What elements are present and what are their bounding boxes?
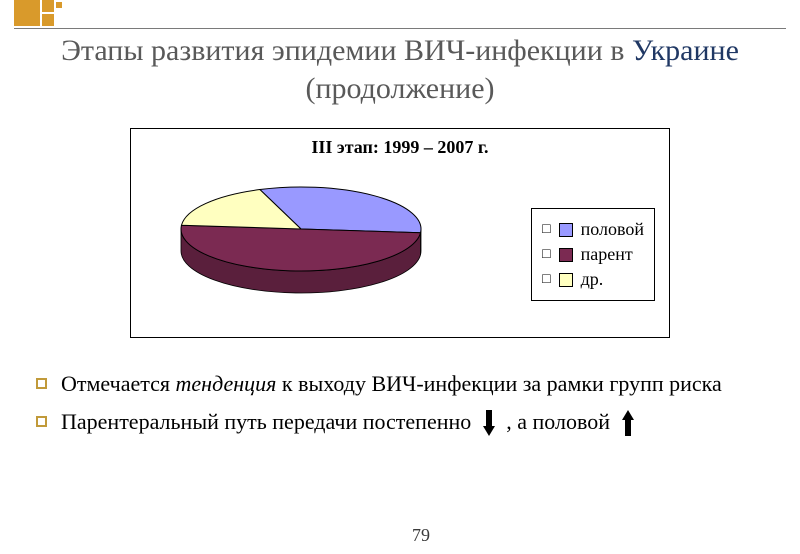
arrow-down-icon	[481, 408, 497, 438]
deco-square	[42, 0, 54, 12]
legend-bullet-icon: □	[542, 222, 550, 238]
bullet-list: Отмечается тенденция к выходу ВИЧ-инфекц…	[36, 370, 764, 448]
slide-title: Этапы развития эпидемии ВИЧ-инфекции в У…	[0, 32, 800, 107]
legend-item: □ половой	[542, 217, 644, 242]
page-number: 79	[412, 525, 430, 546]
legend-bullet-icon: □	[542, 247, 550, 263]
legend-label: др.	[581, 269, 604, 290]
pie-chart	[151, 169, 451, 309]
legend-label: парент	[581, 244, 633, 265]
legend-swatch	[559, 223, 573, 237]
deco-square	[42, 14, 54, 26]
deco-square	[14, 0, 40, 26]
bullet-text: Отмечается тенденция к выходу ВИЧ-инфекц…	[61, 370, 764, 398]
pie-area	[131, 169, 471, 319]
legend-swatch	[559, 273, 573, 287]
deco-square	[56, 2, 62, 8]
title-post: (продолжение)	[305, 72, 494, 105]
arrow-up-icon	[620, 408, 636, 438]
chart-title: III этап: 1999 – 2007 г.	[131, 137, 669, 158]
bullet-text: Парентеральный путь передачи постепенно …	[61, 408, 764, 439]
chart-container: III этап: 1999 – 2007 г. □ половой □ парент…	[130, 128, 670, 338]
chart-body: □ половой □ парент □ др.	[131, 158, 669, 330]
slide-decoration	[14, 0, 62, 26]
title-pre: Этапы развития эпидемии ВИЧ-инфекции в	[61, 34, 632, 67]
bullet-item: Парентеральный путь передачи постепенно …	[36, 408, 764, 439]
title-divider	[14, 28, 786, 29]
bullet-marker-icon	[36, 378, 47, 389]
bullet-marker-icon	[36, 416, 47, 427]
legend-item: □ др.	[542, 267, 644, 292]
title-emphasis: Украине	[632, 34, 739, 67]
chart-legend: □ половой □ парент □ др.	[531, 208, 655, 301]
legend-bullet-icon: □	[542, 272, 550, 288]
legend-label: половой	[581, 219, 644, 240]
bullet-item: Отмечается тенденция к выходу ВИЧ-инфекц…	[36, 370, 764, 398]
legend-swatch	[559, 248, 573, 262]
legend-item: □ парент	[542, 242, 644, 267]
